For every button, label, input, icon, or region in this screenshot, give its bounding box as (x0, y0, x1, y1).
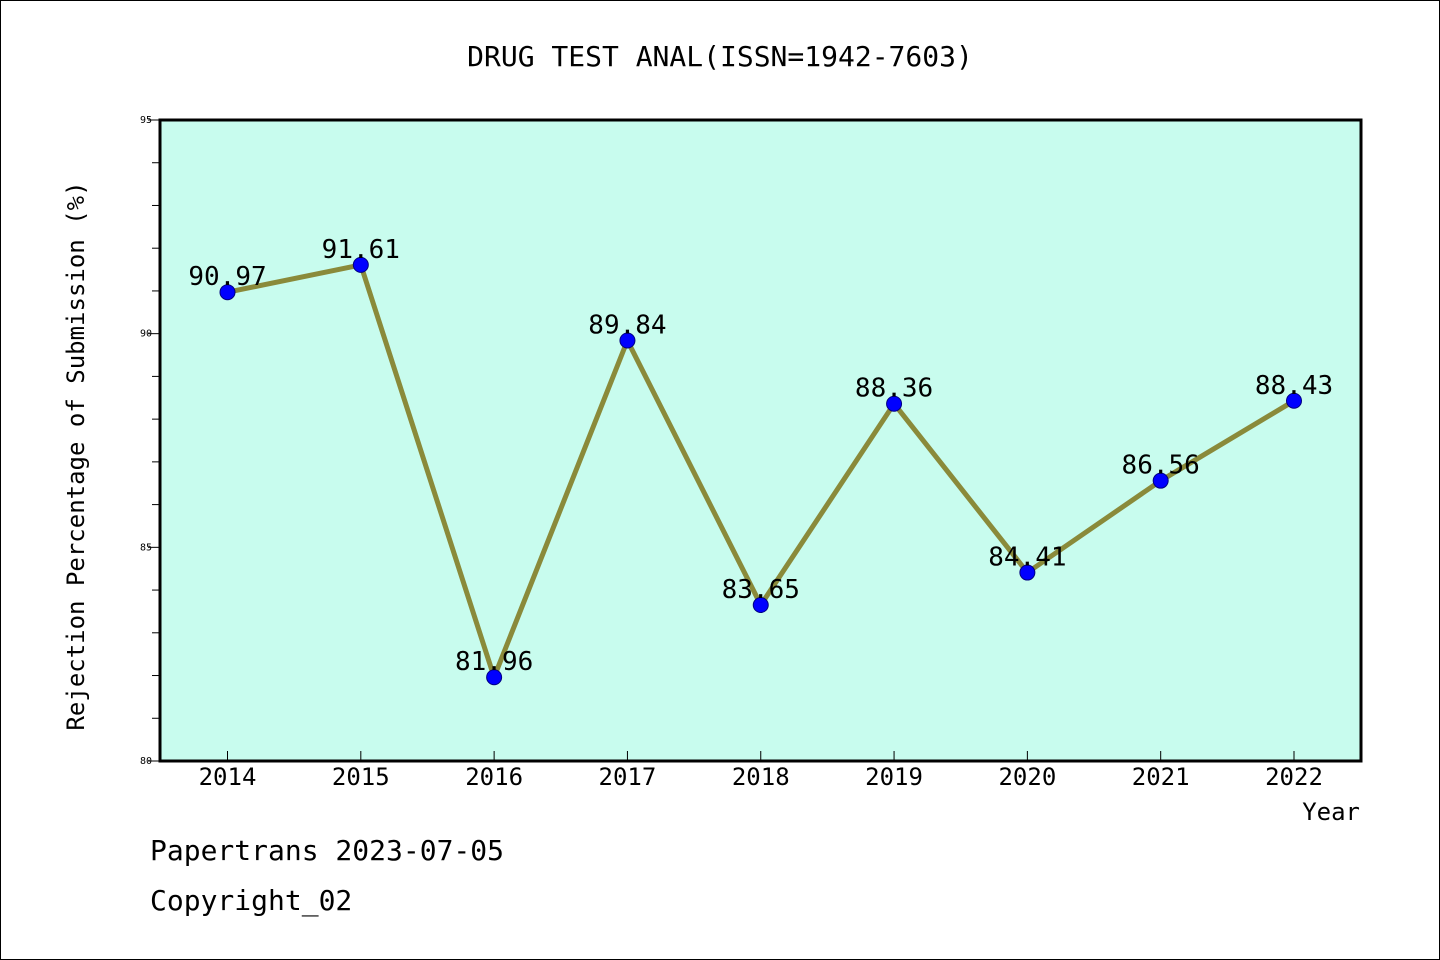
y-tick-label: 95 (140, 115, 152, 126)
data-point-marker (1152, 472, 1169, 489)
data-point-marker (1286, 392, 1302, 409)
plot-area (158, 118, 1363, 763)
y-axis-tick-labels: 80 85 90 95 (140, 115, 152, 767)
data-label: 83.65 (722, 575, 800, 605)
data-markers (219, 256, 1302, 686)
chart-title: DRUG TEST ANAL(ISSN=1942-7603) (467, 40, 973, 73)
data-label: 90.97 (188, 262, 266, 292)
data-label: 88.43 (1255, 371, 1333, 401)
data-point-marker (752, 597, 769, 614)
data-label: 91.61 (322, 235, 400, 265)
x-axis-ticks (227, 751, 1295, 761)
data-labels: 90.97 91.61 81.96 89.84 83.65 88.36 84.41 86.56… (188, 235, 1333, 677)
x-tick-label: 2015 (332, 763, 390, 791)
x-tick-label: 2018 (732, 763, 790, 791)
x-tick-label: 2020 (998, 763, 1056, 791)
data-label: 88.36 (855, 374, 933, 404)
data-point-marker (619, 332, 636, 349)
data-label: 81.96 (455, 647, 533, 677)
data-point-marker (886, 395, 903, 412)
data-point-marker (352, 256, 369, 273)
y-axis-label: Rejection Percentage of Submission (%) (62, 181, 90, 730)
data-point-marker (219, 284, 236, 301)
data-label: 89.84 (588, 311, 666, 341)
y-tick-label: 90 (140, 329, 152, 340)
y-tick-label: 85 (140, 542, 152, 553)
x-axis-tick-labels: 2014 2015 2016 2017 2018 2019 2020 2021 2022 (199, 763, 1323, 791)
y-tick-label: 80 (140, 756, 152, 767)
x-tick-label: 2019 (865, 763, 923, 791)
data-point-marker (1019, 564, 1036, 581)
x-tick-label: 2021 (1132, 763, 1190, 791)
footer-date-text: Papertrans 2023-07-05 (150, 834, 505, 867)
data-point-marker (486, 669, 503, 686)
x-tick-label: 2016 (465, 763, 523, 791)
x-tick-label: 2014 (199, 763, 257, 791)
x-tick-label: 2022 (1265, 763, 1323, 791)
data-label: 86.56 (1122, 451, 1200, 481)
x-axis-label: Year (1302, 798, 1360, 826)
data-label: 84.41 (988, 543, 1066, 573)
y-axis-ticks (148, 119, 160, 762)
footer-copyright-text: Copyright_02 (150, 884, 353, 917)
x-tick-label: 2017 (599, 763, 657, 791)
